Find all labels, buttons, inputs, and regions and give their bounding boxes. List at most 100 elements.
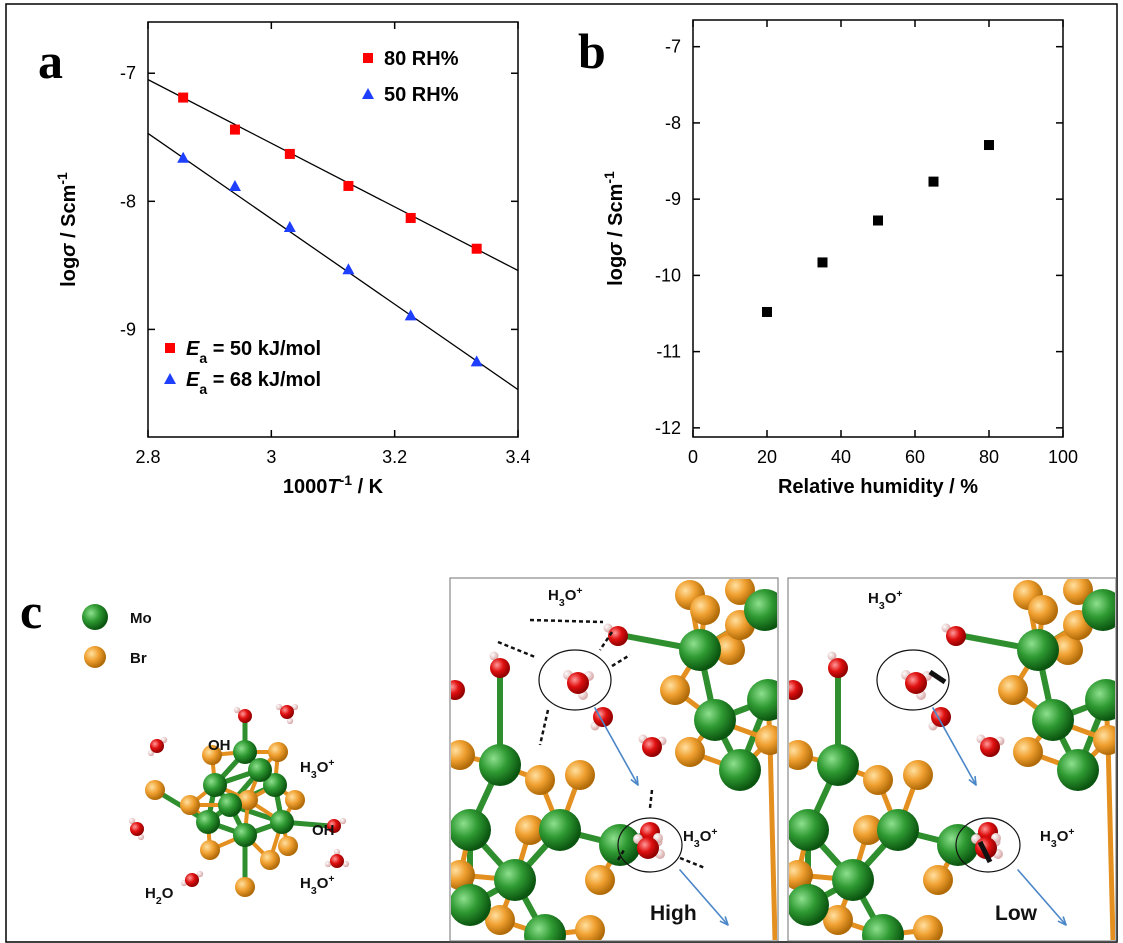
atom <box>524 914 566 940</box>
atom <box>1028 595 1058 625</box>
atom <box>608 626 628 646</box>
atom <box>525 765 555 795</box>
arrow-head <box>630 775 639 786</box>
atom <box>585 865 615 895</box>
marker <box>284 148 295 159</box>
atom <box>342 860 350 868</box>
plot-frame <box>692 19 1064 438</box>
text-part: = 68 kJ/mol <box>207 369 321 391</box>
atom <box>280 705 294 719</box>
atom <box>285 790 305 810</box>
text-part: O <box>317 875 329 892</box>
text-part: E <box>186 369 200 391</box>
atom <box>485 905 515 935</box>
atom <box>1053 635 1083 665</box>
text-part: O <box>565 587 577 604</box>
atom <box>494 859 536 901</box>
atom <box>145 780 165 800</box>
h-bond <box>611 653 631 668</box>
h-bond <box>538 709 550 746</box>
y-tick-label: -7 <box>120 63 136 83</box>
marker <box>817 257 828 268</box>
atom <box>233 823 257 847</box>
text-part: H <box>300 759 311 776</box>
text-part: = 50 kJ/mol <box>207 338 321 360</box>
text-part: Relative humidity / % <box>778 476 978 498</box>
structure-label: OH <box>312 822 335 839</box>
atom <box>147 749 155 757</box>
h-bond <box>598 631 614 651</box>
atom <box>823 905 853 935</box>
text-part: 3 <box>311 885 317 897</box>
text-part: 3 <box>1051 838 1057 850</box>
atom <box>913 915 943 940</box>
atom <box>291 703 299 711</box>
atom <box>260 850 280 870</box>
marker <box>404 309 417 321</box>
text-part: O <box>1057 828 1069 845</box>
bond <box>1105 737 1115 940</box>
atom <box>715 635 745 665</box>
atom <box>238 709 252 723</box>
y-tick-label: -8 <box>120 191 136 211</box>
x-tick-label: 2.8 <box>135 447 160 467</box>
bond <box>932 707 977 786</box>
atom <box>690 595 720 625</box>
marker <box>363 53 373 63</box>
text-part: log <box>58 257 80 287</box>
highlight <box>538 649 612 711</box>
atom <box>719 749 761 791</box>
text-part: H <box>300 875 311 892</box>
fit-line <box>148 79 518 272</box>
atom <box>642 737 662 757</box>
atom <box>451 809 491 851</box>
atom <box>599 824 641 866</box>
atom <box>333 848 341 856</box>
atom <box>196 870 204 878</box>
y-axis-label: logσ / Scm-1 <box>601 171 627 286</box>
atom <box>877 809 919 851</box>
structure-label: H3O+ <box>1040 826 1075 850</box>
y-tick-label: -10 <box>655 265 681 285</box>
atom <box>84 646 106 668</box>
text-part: 2 <box>156 895 162 907</box>
x-tick-label: 3.4 <box>505 447 530 467</box>
marker <box>228 179 241 191</box>
atom <box>270 810 294 834</box>
atom <box>1057 749 1099 791</box>
y-tick-label: -7 <box>665 37 681 57</box>
h-bond <box>497 640 536 659</box>
snapshot-frame <box>449 577 779 942</box>
x-tick-label: 3 <box>266 447 276 467</box>
bond <box>1017 869 1067 926</box>
atom <box>567 672 589 694</box>
atom <box>679 629 721 671</box>
text-part: 3 <box>559 597 565 609</box>
bond <box>679 869 729 926</box>
highlight <box>617 817 683 873</box>
y-tick-label: -12 <box>655 418 681 438</box>
text-part: -1 <box>54 172 70 185</box>
atom <box>268 742 288 762</box>
atom <box>218 793 242 817</box>
marker <box>470 355 483 367</box>
text-part: + <box>328 757 334 769</box>
atom <box>128 817 136 825</box>
x-tick-label: 20 <box>757 447 777 467</box>
atom <box>789 809 829 851</box>
atom <box>324 860 332 868</box>
x-tick-label: 40 <box>831 447 851 467</box>
atom <box>660 675 690 705</box>
figure-frame <box>5 3 1118 943</box>
atom <box>789 680 803 700</box>
fit-line <box>148 132 518 391</box>
text-part: a <box>199 350 207 366</box>
atom <box>937 824 979 866</box>
text-part: log <box>605 256 627 286</box>
atom <box>1082 589 1115 631</box>
panel-label: a <box>38 33 63 89</box>
atom <box>903 760 933 790</box>
atom <box>150 739 164 753</box>
text-part: T <box>327 476 341 498</box>
